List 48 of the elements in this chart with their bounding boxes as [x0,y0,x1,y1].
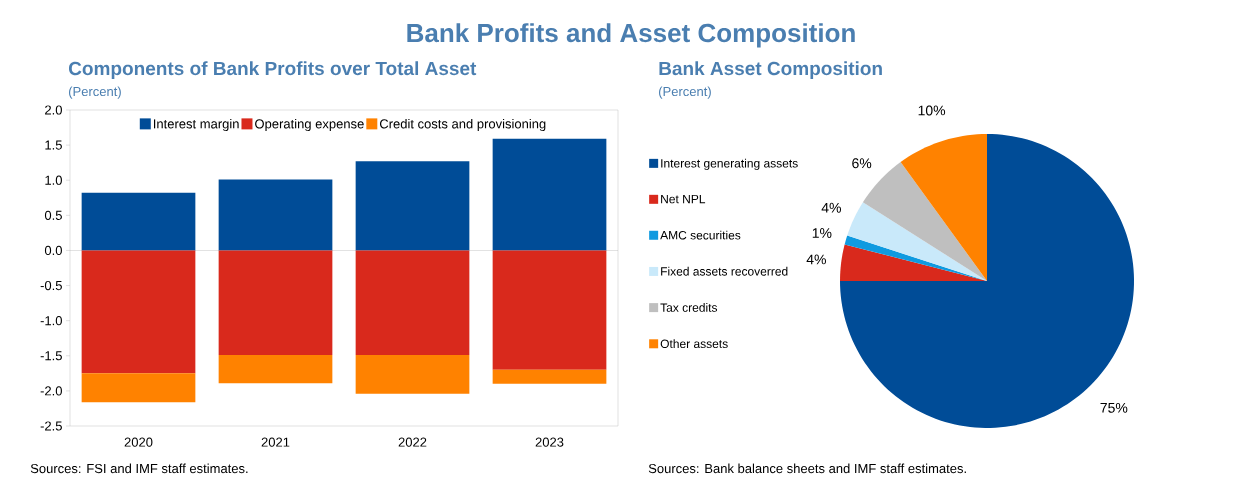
legend-label: AMC securities [660,230,741,240]
data-label: 1% [812,228,832,238]
bar [355,355,470,394]
y-tick-label: 2.0 [45,105,62,115]
y-tick-label: -1.5 [40,351,62,361]
y-tick-label: -0.5 [40,280,62,291]
bar [81,373,196,403]
bar [492,369,607,384]
y-axis-title: (Percent) [69,86,121,99]
legend-label: Other assets [660,339,728,349]
bar [218,179,333,251]
bar [218,250,333,356]
chart-subtitle: Components of Bank Profits over Total Asset [68,61,477,79]
legend-label: Operating expense [255,118,364,132]
bar [81,192,196,251]
data-label: 4% [806,254,826,265]
data-label: 75% [1100,402,1128,413]
bar [218,355,333,384]
source-note: Sources: FSI and IMF staff estimates. [30,463,248,474]
legend-label: Tax credits [660,303,718,312]
y-tick-label: 0.0 [44,245,62,256]
bar [492,250,607,370]
x-tick-label: 2022 [398,437,427,447]
y-tick-label: -2.5 [40,421,62,431]
source-note: Sources: Bank balance sheets and IMF staff estimates. [648,463,966,474]
data-label: 6% [852,158,872,169]
x-tick-label: 2021 [261,437,290,447]
y-tick-label: 0.5 [44,210,62,220]
legend-label: Credit costs and provisioning [379,118,546,132]
y-tick-label: -2.0 [40,386,62,396]
x-tick-label: 2020 [124,437,153,447]
legend-label: Fixed assets recoverred [661,266,788,276]
bar [81,250,196,374]
bar [355,250,470,356]
y-tick-label: 1.5 [45,140,62,150]
y-tick-label: -1.0 [40,316,62,326]
legend-label: Interest margin [153,118,239,132]
data-label: 10% [918,105,946,116]
bar [492,138,607,251]
chart-subtitle: (Percent) [659,86,711,99]
y-tick-label: 1.0 [45,175,62,185]
legend-label: Interest generating assets [661,158,798,170]
bar [355,161,470,251]
chart-title: Bank Asset Composition [659,61,882,79]
legend-label: Net NPL [661,194,706,204]
data-label: 4% [821,202,842,213]
chart-title: Bank Profits and Asset Composition [407,23,855,48]
x-tick-label: 2023 [535,437,564,447]
